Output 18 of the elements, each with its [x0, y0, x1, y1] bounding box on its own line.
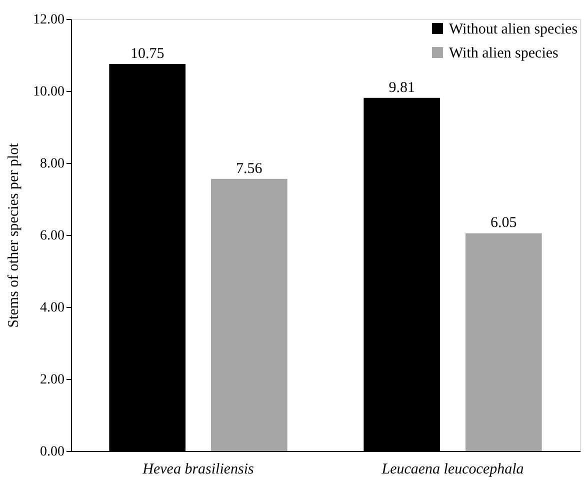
data-label: 9.81 [388, 80, 415, 96]
data-label: 7.56 [236, 160, 263, 177]
y-axis-title: Stems of other species per plot [6, 142, 22, 328]
y-tick-label: 12.00 [33, 12, 64, 28]
y-tick-label: 0.00 [40, 444, 64, 460]
data-label: 6.05 [490, 215, 517, 232]
bar [210, 178, 288, 451]
y-tick-label: 8.00 [40, 156, 64, 172]
legend-label: With alien species [449, 46, 559, 62]
y-tick-label: 4.00 [40, 300, 64, 316]
legend-label: Without alien species [449, 22, 578, 38]
data-label: 10.75 [130, 46, 164, 62]
y-tick-label: 6.00 [40, 228, 64, 244]
x-tick-label: Hevea brasiliensis [142, 462, 254, 478]
bar [465, 233, 542, 451]
y-tick-label: 10.00 [33, 84, 64, 100]
y-tick-label: 2.00 [40, 372, 64, 388]
x-tick-label: Leucaena leucocephala [380, 462, 524, 478]
